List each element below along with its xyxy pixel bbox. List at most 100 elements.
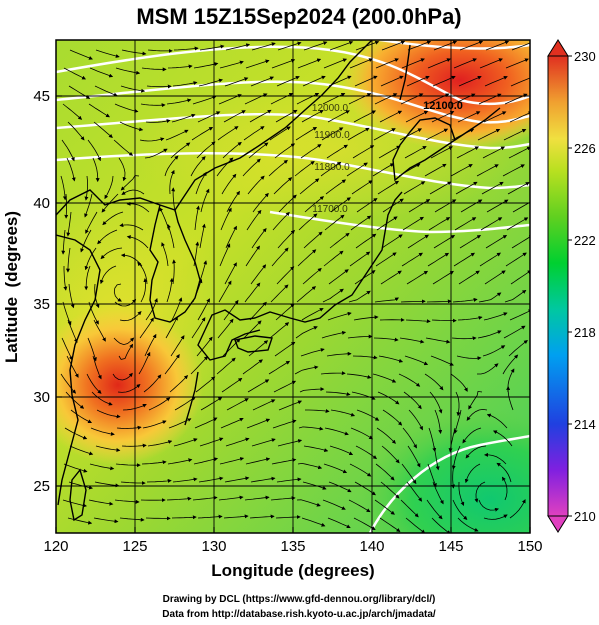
streamline-arrow (304, 196, 325, 213)
streamline-arrow (102, 211, 124, 226)
streamline-arrow (429, 181, 452, 195)
colorbar-gradient (547, 55, 569, 517)
streamline-arrow (270, 496, 296, 501)
streamline-arrow (140, 278, 148, 303)
streamline-arrow (379, 517, 401, 532)
streamline-arrow (327, 311, 352, 321)
streamline-arrow (485, 40, 510, 51)
streamline-arrow (192, 278, 203, 303)
streamline-arrow (94, 481, 120, 488)
streamline-arrow (250, 476, 276, 483)
streamline-arrow (322, 93, 346, 105)
streamline-arrow (67, 121, 85, 141)
streamline-arrow (194, 417, 218, 429)
x-axis-label: Longitude (degrees) (211, 561, 374, 580)
streamline-arrow (474, 481, 486, 503)
streamline-arrow (114, 103, 139, 113)
lat-lon-grid (56, 40, 530, 533)
streamline-arrow (95, 445, 121, 452)
streamline-arrow (425, 337, 451, 344)
streamline-arrow (93, 121, 113, 139)
streamline-arrow (120, 85, 146, 93)
streamline-arrow (252, 192, 269, 213)
streamline-arrow (458, 270, 480, 285)
streamline-arrow (405, 517, 426, 533)
streamline-arrow (89, 463, 115, 471)
streamline-arrow (217, 126, 239, 141)
streamline-arrow (380, 75, 404, 87)
streamline-arrow (350, 215, 372, 231)
streamline-arrow (302, 75, 326, 87)
streamline-arrow (61, 229, 66, 255)
streamline-arrow (172, 477, 198, 483)
streamline-arrow (323, 463, 348, 474)
streamline-arrow (126, 235, 149, 249)
streamline-arrow (452, 499, 468, 520)
streamline-arrow (484, 270, 506, 285)
streamline-arrow (62, 499, 87, 508)
streamline-arrow (246, 418, 271, 429)
streamline-arrow (356, 198, 378, 213)
streamline-arrow (479, 252, 501, 267)
streamline-arrow (349, 251, 371, 267)
streamline-arrow (87, 337, 97, 362)
streamline-arrow (252, 399, 276, 411)
streamline-arrow (220, 417, 244, 429)
streamline-arrow (404, 146, 427, 159)
streamline-arrow (171, 113, 196, 123)
streamline-arrow (378, 355, 404, 363)
streamline-arrow (427, 252, 450, 267)
streamline-arrow (60, 175, 67, 201)
colorbar-tick-label: 210 (574, 509, 596, 524)
streamline-arrow (88, 301, 99, 325)
streamline-arrow (251, 42, 276, 51)
streamline-arrow (330, 197, 351, 213)
streamline-arrow (224, 476, 250, 483)
streamline-arrow (250, 264, 267, 285)
contour-label: 11700.0 (312, 204, 348, 215)
streamline-arrow (94, 85, 118, 97)
streamline-arrow (327, 110, 350, 123)
streamline-arrow (426, 499, 443, 520)
streamline-arrow (508, 340, 528, 357)
streamline-arrow (455, 391, 461, 417)
streamline-arrow (451, 336, 477, 341)
streamline-arrow (484, 452, 507, 465)
streamline-arrow (502, 164, 525, 177)
streamline-arrow (407, 40, 432, 51)
streamline-arrow (433, 445, 440, 471)
streamline-arrow (88, 499, 114, 506)
streamline-arrow (272, 419, 297, 429)
streamline-arrow (298, 213, 318, 231)
streamline-arrow (147, 48, 173, 53)
streamline-arrow (430, 355, 454, 366)
streamline-arrow (144, 148, 168, 159)
streamline-arrow (450, 373, 468, 392)
streamline-arrow (61, 139, 75, 162)
streamline-arrow (117, 383, 141, 393)
streamline-arrow (249, 109, 272, 123)
streamline-arrow (62, 103, 83, 120)
streamline-arrow (477, 128, 501, 141)
streamline-arrow (457, 315, 483, 321)
streamline-arrow (166, 98, 192, 105)
streamline-arrow (195, 171, 207, 195)
streamline-arrow (92, 355, 102, 380)
streamline-arrow (198, 476, 224, 483)
streamline-arrow (91, 391, 113, 406)
streamline-arrow (509, 309, 530, 321)
streamline-arrow (301, 110, 324, 123)
streamline-arrow (112, 372, 133, 381)
streamline-arrow (249, 514, 275, 519)
streamline-arrow (271, 58, 296, 69)
streamline-arrow (457, 111, 481, 123)
streamline-arrow (96, 409, 121, 419)
streamline-arrow (353, 315, 379, 321)
streamline-arrow (164, 155, 179, 177)
streamline-arrow (68, 481, 93, 490)
streamline-arrow (165, 129, 189, 141)
credit-drawing: Drawing by DCL (https://www.gfd-dennou.o… (163, 594, 436, 605)
streamline-arrow (427, 58, 451, 69)
streamline-arrow (66, 355, 79, 378)
streamline-arrow (198, 78, 223, 87)
